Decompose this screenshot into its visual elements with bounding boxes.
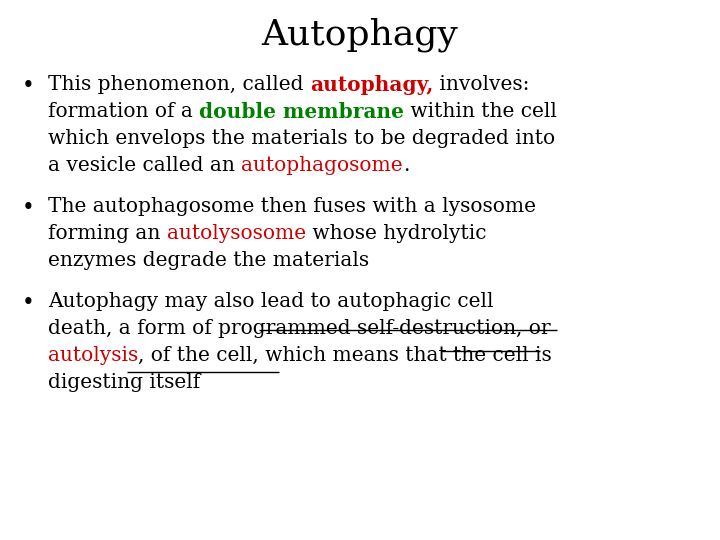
Text: digesting itself: digesting itself xyxy=(48,373,200,392)
Text: double membrane: double membrane xyxy=(199,102,404,122)
Text: which envelops the materials to be degraded into: which envelops the materials to be degra… xyxy=(48,129,555,148)
Text: programmed self-destruction: programmed self-destruction xyxy=(218,319,516,338)
Text: , or: , or xyxy=(516,319,551,338)
Text: whose hydrolytic: whose hydrolytic xyxy=(306,224,487,243)
Text: The autophagosome then fuses with a lysosome: The autophagosome then fuses with a lyso… xyxy=(48,197,536,216)
Text: •: • xyxy=(22,197,35,219)
Text: enzymes degrade the materials: enzymes degrade the materials xyxy=(48,251,369,270)
Text: , of the cell, which means that: , of the cell, which means that xyxy=(138,346,454,365)
Text: death, a form of: death, a form of xyxy=(48,319,218,338)
Text: autolysis: autolysis xyxy=(48,346,138,365)
Text: •: • xyxy=(22,75,35,97)
Text: the cell is: the cell is xyxy=(454,346,552,365)
Text: Autophagy: Autophagy xyxy=(261,18,459,52)
Text: formation of a: formation of a xyxy=(48,102,199,121)
Text: •: • xyxy=(22,292,35,314)
Text: within the cell: within the cell xyxy=(404,102,557,121)
Text: a vesicle called an: a vesicle called an xyxy=(48,156,241,175)
Text: Autophagy may also lead to autophagic cell: Autophagy may also lead to autophagic ce… xyxy=(48,292,493,311)
Text: autophagy,: autophagy, xyxy=(310,75,433,95)
Text: autolysosome: autolysosome xyxy=(167,224,306,243)
Text: This phenomenon, called: This phenomenon, called xyxy=(48,75,310,94)
Text: involves:: involves: xyxy=(433,75,530,94)
Text: forming an: forming an xyxy=(48,224,167,243)
Text: .: . xyxy=(403,156,409,175)
Text: autophagosome: autophagosome xyxy=(241,156,403,175)
